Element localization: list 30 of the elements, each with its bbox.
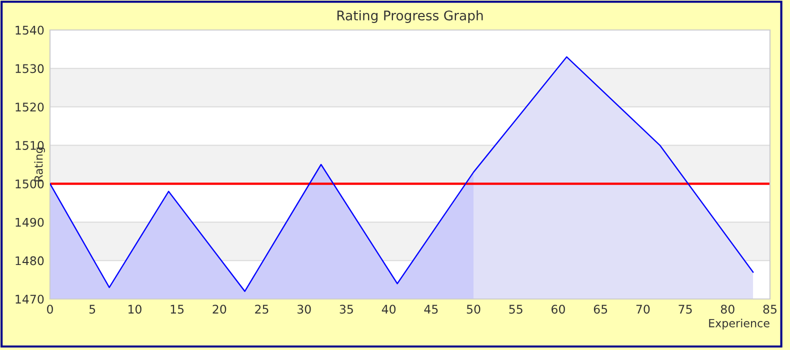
x-tick-label: 30	[298, 304, 311, 314]
x-axis-title: Experience	[709, 318, 770, 330]
x-tick-label: 5	[90, 304, 96, 314]
x-tick-label: 75	[678, 304, 692, 314]
y-tick-label: 1540	[16, 26, 44, 35]
x-tick-label: 45	[424, 304, 438, 314]
x-tick-label: 60	[552, 304, 565, 314]
x-tick-label: 55	[509, 304, 522, 314]
line-series	[50, 56, 754, 292]
x-tick-label: 35	[340, 304, 353, 314]
y-tick-label: 1490	[16, 218, 44, 227]
x-tick-label: 80	[720, 304, 734, 314]
x-tick-label: 50	[466, 304, 480, 314]
chart-title: Rating Progress Graph	[337, 10, 483, 24]
x-tick-label: 40	[382, 304, 396, 314]
x-tick-label: 65	[594, 304, 608, 314]
y-tick-label: 1530	[16, 64, 44, 74]
x-tick-label: 25	[255, 304, 268, 314]
x-tick-label: 10	[128, 304, 142, 314]
x-tick-label: 15	[170, 304, 184, 314]
x-tick-label: 0	[47, 304, 53, 314]
x-tick-label: 85	[763, 304, 776, 314]
y-tick-label: 1480	[16, 256, 44, 266]
y-tick-label: 1520	[16, 102, 44, 112]
x-tick-label: 20	[212, 304, 226, 314]
y-tick-label: 1510	[16, 141, 44, 150]
y-axis-title: Rating	[34, 148, 45, 182]
y-tick-label: 1500	[16, 179, 44, 188]
y-tick-label: 1470	[16, 294, 44, 304]
x-tick-label: 70	[636, 304, 650, 314]
